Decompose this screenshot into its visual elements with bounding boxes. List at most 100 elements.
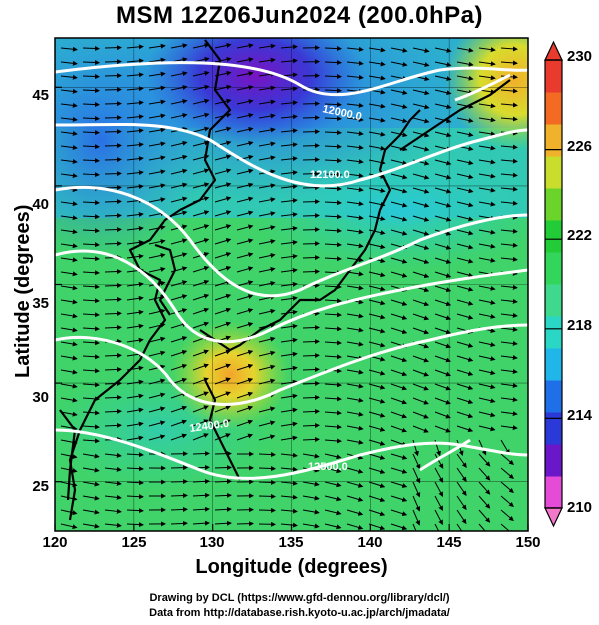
wind-arrow [258, 466, 276, 472]
wind-arrow [236, 224, 254, 231]
wind-arrow [104, 394, 122, 400]
wind-arrow [236, 85, 254, 91]
wind-arrow [82, 214, 100, 220]
wind-arrow [60, 60, 78, 66]
wind-arrow [368, 509, 386, 517]
wind-arrow [434, 159, 452, 166]
wind-arrow [214, 321, 232, 329]
wind-arrow [478, 201, 496, 207]
wind-arrow [456, 173, 474, 180]
wind-arrow [434, 215, 452, 222]
wind-arrow [192, 321, 210, 329]
wind-arrow [280, 212, 298, 218]
wind-arrow [302, 353, 320, 359]
wind-arrow [280, 323, 298, 329]
wind-arrow [324, 312, 342, 318]
wind-arrow [126, 323, 144, 329]
wind-arrow [258, 57, 276, 63]
wind-arrow [500, 186, 518, 192]
hokkaido-coast [399, 79, 511, 151]
wind-arrow [500, 242, 518, 248]
wind-arrow [214, 465, 232, 471]
wind-arrow [324, 116, 342, 122]
wind-arrow [170, 210, 188, 217]
wind-arrow [346, 74, 364, 80]
wind-arrow [390, 131, 408, 138]
wind-arrow [148, 85, 166, 91]
contour-12100 [55, 122, 528, 188]
wind-arrow [236, 182, 254, 189]
wind-arrow [126, 114, 144, 120]
wind-arrow [126, 212, 144, 217]
taiwan-coast [59, 409, 77, 501]
wind-arrow [148, 406, 166, 413]
wind-arrow [390, 89, 408, 95]
wind-arrow [60, 467, 78, 473]
wind-arrow [368, 299, 386, 306]
wind-arrow [170, 43, 188, 49]
wind-arrow [104, 494, 122, 500]
wind-arrow [324, 410, 342, 416]
contour-12000 [55, 61, 528, 97]
wind-arrow [258, 336, 276, 343]
wind-arrow [280, 226, 298, 231]
wind-arrow [456, 201, 474, 208]
wind-arrow [456, 355, 474, 362]
wind-arrow [456, 453, 467, 468]
wind-arrow [456, 215, 474, 222]
wind-arrow [456, 383, 474, 390]
wind-arrow [302, 408, 320, 414]
contour-label: 12400.0 [189, 418, 230, 435]
wind-arrow [434, 453, 444, 469]
wind-arrow [192, 391, 209, 399]
colorbar-segment [545, 476, 562, 509]
wind-arrow [456, 369, 474, 376]
wind-arrow [302, 422, 320, 428]
wind-arrow [324, 396, 342, 402]
wind-arrow [434, 201, 452, 208]
wind-arrow [280, 407, 298, 413]
wind-arrow [258, 127, 276, 133]
wind-arrow [434, 285, 452, 293]
wind-arrow [236, 238, 254, 245]
wind-arrow [346, 425, 364, 431]
colorbar-tick-label: 218 [567, 317, 593, 334]
wind-arrow [478, 229, 496, 235]
wind-arrow [60, 411, 78, 417]
wind-arrow [478, 397, 496, 404]
wind-arrow [82, 326, 100, 332]
wind-arrow [104, 115, 122, 121]
wind-arrow [170, 196, 188, 203]
wind-arrow [280, 198, 298, 204]
wind-arrow [478, 453, 491, 467]
wind-arrow [478, 75, 496, 81]
wind-arrow [456, 117, 474, 123]
wind-arrow [192, 112, 210, 119]
wind-arrow [82, 438, 100, 444]
wind-arrow [412, 411, 429, 419]
wind-arrow [60, 397, 78, 403]
wind-arrow [434, 61, 452, 67]
wind-arrow [82, 228, 100, 234]
wind-arrow [104, 366, 122, 372]
wind-arrow [500, 509, 514, 522]
wind-arrow [104, 129, 122, 135]
wind-arrow [324, 467, 342, 474]
wind-arrow [236, 71, 254, 77]
wind-arrow [126, 494, 144, 500]
wind-arrow [434, 187, 452, 194]
wind-arrow [82, 158, 100, 164]
wind-arrow [148, 253, 166, 259]
wind-arrow [346, 271, 364, 277]
wind-arrow [148, 225, 166, 231]
wind-arrow [368, 271, 386, 278]
wind-arrow [60, 355, 78, 361]
wind-arrow [60, 215, 78, 221]
wind-arrow [346, 201, 364, 207]
wind-arrow [302, 199, 320, 205]
wind-arrow [412, 481, 421, 498]
colorbar-segment [545, 188, 562, 221]
wind-arrow [478, 481, 491, 495]
wind-arrow [214, 238, 232, 245]
wind-arrow [500, 523, 514, 531]
